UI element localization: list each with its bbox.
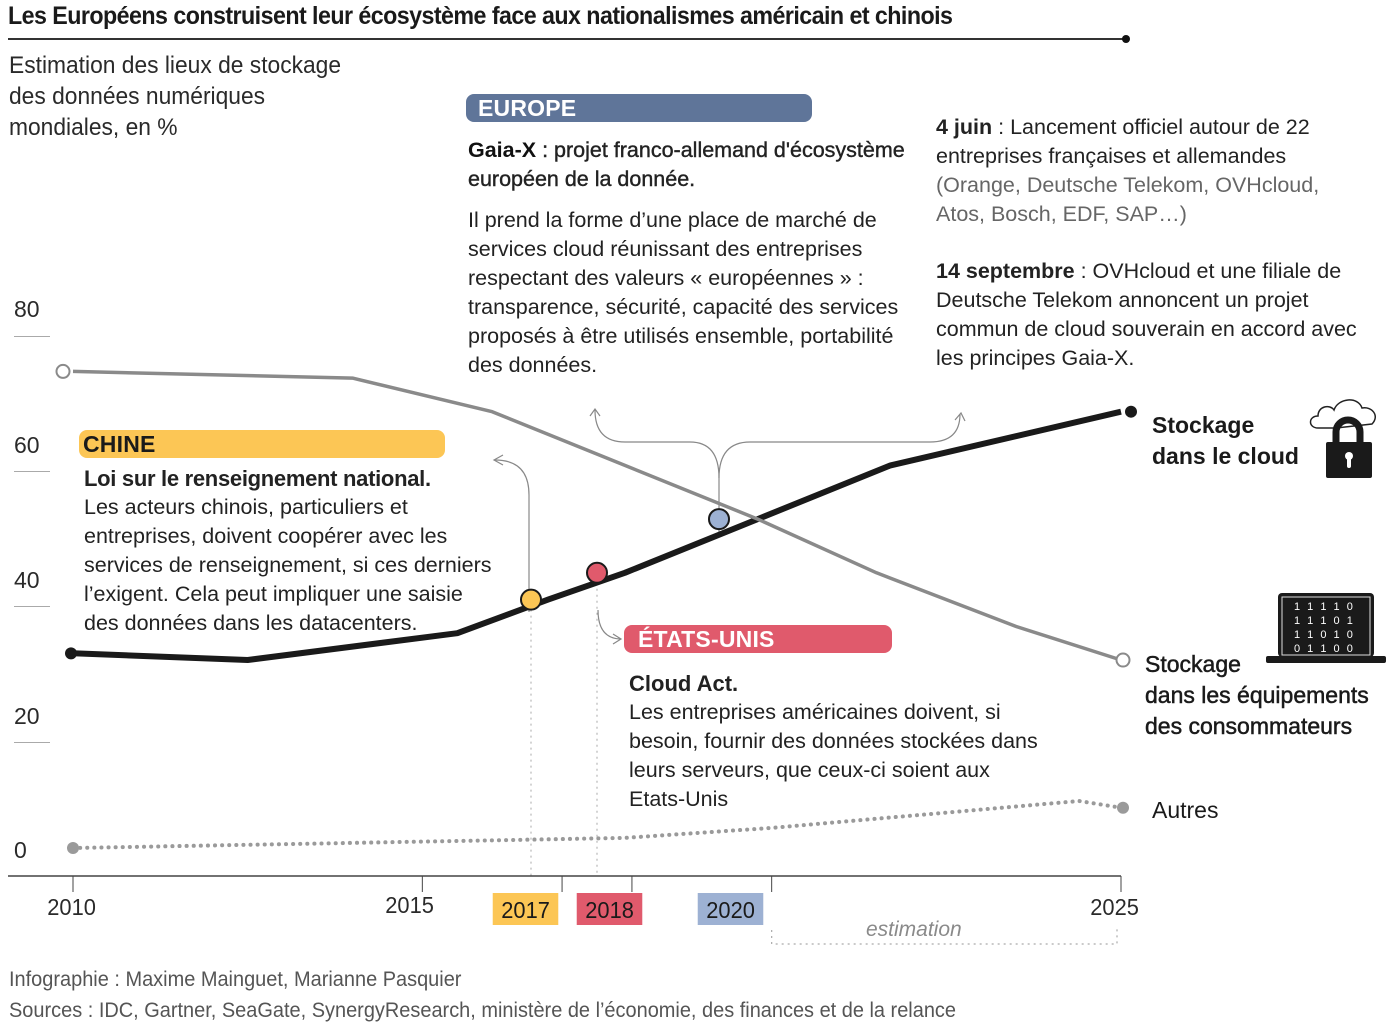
europe-date-june: 4 juin : Lancement officiel autour de 22… [936,113,1366,229]
year-badge-2020: 2020 [697,893,764,925]
china-body: Les acteurs chinois, particuliers et ent… [84,495,492,635]
legend-others-label: Autres [1152,797,1219,823]
y-tick-label: 60 [14,432,40,458]
x-tick-label-2015: 2015 [385,892,434,918]
estimation-label: estimation [866,918,962,941]
year-badge-2017: 2017 [492,893,559,925]
x-axis [8,875,1122,945]
europe-arrow-left [594,409,720,537]
series-start-point [65,647,77,660]
year-badge-2018: 2018 [576,893,643,925]
annotation-arrows [492,407,966,645]
y-tick-line [14,336,50,337]
y-tick-line [14,471,50,472]
series-line-2 [71,798,1123,850]
usa-body: Les entreprises américaines doivent, si … [629,700,1038,811]
usa-arrow [597,609,621,640]
chart-title: Les Européens construisent leur écosystè… [8,2,953,30]
title-rule [8,38,1126,40]
event-point-2018 [586,561,608,584]
binary-row: 1 1 1 1 0 [1294,601,1355,613]
series-start-point [55,363,71,379]
y-tick-line [14,742,50,743]
usa-arrowhead [612,633,623,645]
europe-arrowhead-left [589,407,601,417]
y-tick-line [14,606,50,607]
europe-heading-bold: Gaia-X [468,138,537,162]
china-arrowhead [492,454,504,466]
x-tick-label-2025: 2025 [1090,894,1139,920]
y-tick-label: 40 [14,567,40,593]
date-label: 4 juin [936,115,993,139]
series-line-0 [72,408,1122,663]
china-heading: Loi sur le renseignement national. [84,466,431,491]
title-rule-end-dot [1122,35,1130,43]
event-points [520,508,730,611]
estimation-bracket [771,926,1118,945]
date-label: 14 septembre [936,259,1075,283]
europe-heading-rest: : projet franco-allemand d'écosystème eu… [468,138,905,191]
y-tick-label: 0 [14,837,27,863]
binary-row: 1 1 0 1 0 [1294,629,1355,641]
series-line-1 [72,369,1122,662]
europe-heading: Gaia-X : projet franco-allemand d'écosys… [468,136,908,194]
legend-devices-label: Stockage dans les équipements des consom… [1145,651,1369,740]
chart-subtitle: Estimation des lieux de stockage des don… [9,52,342,141]
date-extra: (Orange, Deutsche Telekom, OVHcloud, Ato… [936,173,1320,226]
series-start-point [67,842,79,854]
series-layer [55,363,1137,854]
europe-body: Il prend la forme d’une place de marché … [468,208,899,377]
series-end-point [1115,652,1131,668]
event-guides [530,582,598,876]
cloud-lock-icon [1309,399,1376,478]
series-end-point [1117,801,1129,814]
x-tick-label-2010: 2010 [47,894,96,920]
europe-date-september: 14 septembre : OVHcloud et une filiale d… [936,257,1366,373]
legend-cloud-label: Stockage dans le cloud [1152,412,1299,469]
y-tick-label: 20 [14,703,40,729]
binary-row: 1 1 1 0 1 [1294,615,1355,627]
date-text: : OVHcloud et une filiale de Deutsche Te… [936,259,1357,370]
europe-arrowhead-right [954,411,966,422]
china-badge: CHINE [79,430,445,458]
date-text: : Lancement officiel autour de 22 entrep… [936,115,1310,168]
china-arrow [494,459,530,612]
event-point-2017 [520,588,542,611]
europe-arrow-right [718,413,961,479]
credit-text: Infographie : Maxime Mainguet, Marianne … [9,968,462,991]
usa-badge: ÉTATS-UNIS [624,625,892,653]
binary-row: 0 1 1 0 0 [1294,643,1355,655]
sources-text: Sources : IDC, Gartner, SeaGate, Synergy… [9,999,957,1022]
y-tick-label: 80 [14,296,40,322]
laptop-binary-icon: 1 1 1 1 0 1 1 1 0 1 1 1 0 1 0 0 1 1 0 0 [1266,593,1386,663]
europe-badge: EUROPE [466,94,812,122]
event-point-2020 [708,508,730,531]
series-end-point [1125,405,1137,418]
usa-heading: Cloud Act. [629,671,739,696]
